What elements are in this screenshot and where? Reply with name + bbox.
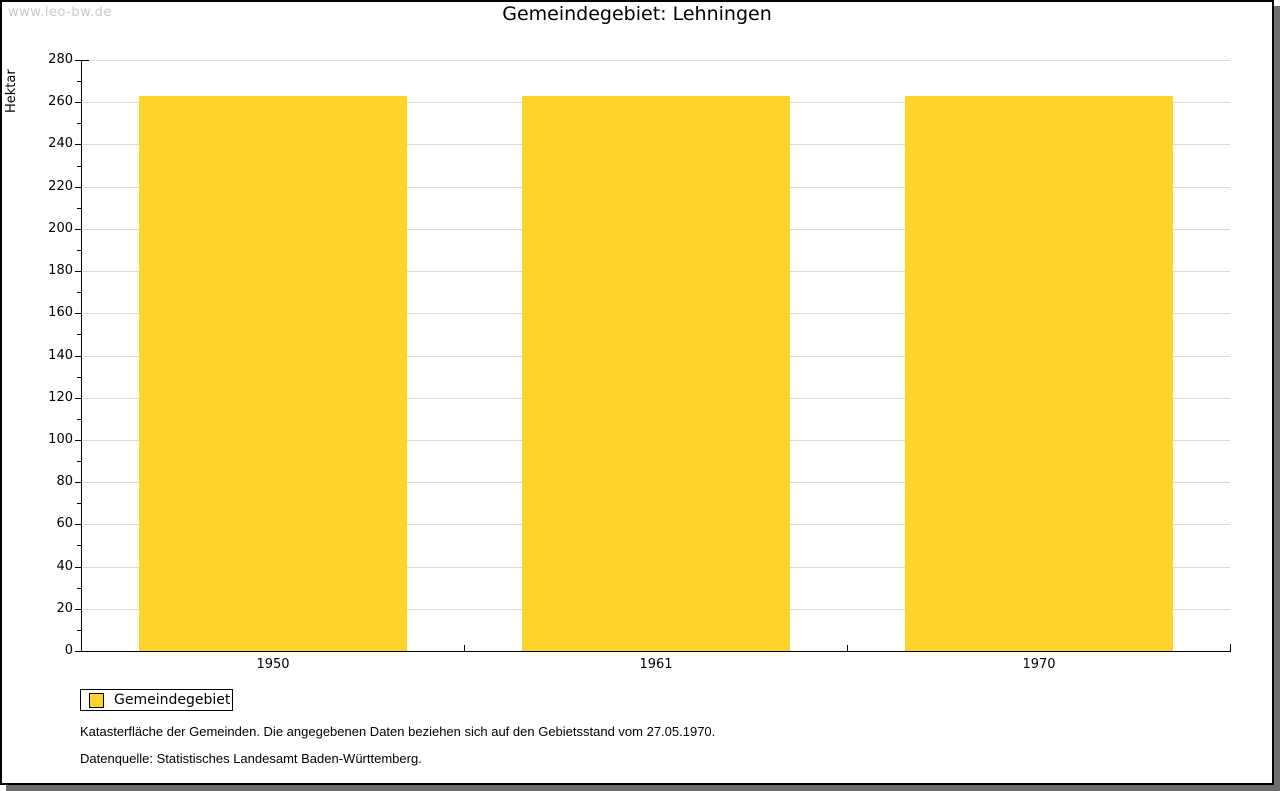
y-minor-tick (77, 630, 81, 631)
y-major-tick (75, 398, 81, 399)
y-minor-tick (77, 545, 81, 546)
gridline (81, 60, 1230, 61)
y-tick-label: 240 (48, 136, 73, 151)
y-minor-tick (77, 123, 81, 124)
y-tick-label: 260 (48, 94, 73, 109)
x-tick-label: 1970 (1022, 657, 1056, 672)
y-tick-label: 80 (56, 474, 73, 489)
x-axis-line (81, 651, 1231, 652)
bar-1950 (139, 96, 407, 651)
y-minor-tick (77, 503, 81, 504)
y-major-tick (75, 271, 81, 272)
y-major-tick (75, 313, 81, 314)
y-minor-tick (77, 166, 81, 167)
y-tick-label: 200 (48, 221, 73, 236)
y-tick-label: 20 (56, 601, 73, 616)
y-tick-label: 280 (48, 52, 73, 67)
y-minor-tick (77, 377, 81, 378)
category-divider-tick (464, 645, 465, 651)
footnote-datenquelle: Datenquelle: Statistisches Landesamt Bad… (80, 751, 422, 766)
y-tick-label: 160 (48, 305, 73, 320)
y-minor-tick (77, 461, 81, 462)
x-axis-end-cap (1230, 644, 1231, 652)
y-minor-tick (77, 250, 81, 251)
y-minor-tick (77, 81, 81, 82)
y-minor-tick (77, 588, 81, 589)
y-tick-label: 140 (48, 348, 73, 363)
y-major-tick (75, 229, 81, 230)
y-tick-label: 60 (56, 516, 73, 531)
bar-1961 (522, 96, 790, 651)
y-major-tick (75, 144, 81, 145)
y-minor-tick (77, 292, 81, 293)
y-major-tick (75, 609, 81, 610)
x-tick-label: 1961 (639, 657, 673, 672)
y-minor-tick (77, 419, 81, 420)
chart-title: Gemeindegebiet: Lehningen (502, 3, 772, 25)
watermark: www.leo-bw.de (8, 5, 112, 20)
y-major-tick (75, 356, 81, 357)
y-tick-label: 40 (56, 559, 73, 574)
footnote-gebietsstand: Katasterfläche der Gemeinden. Die angege… (80, 724, 716, 739)
y-major-tick (75, 567, 81, 568)
y-axis-line (81, 60, 82, 652)
plot-area: 0 20 40 60 80 100 120 140 160 180 200 220 240 260 280 1… (2, 2, 1272, 783)
y-tick-label: 120 (48, 390, 73, 405)
y-major-tick (75, 440, 81, 441)
y-major-tick (75, 60, 81, 61)
category-divider-tick (847, 645, 848, 651)
y-major-tick (75, 187, 81, 188)
y-tick-label: 0 (64, 643, 73, 658)
x-tick-label: 1950 (256, 657, 290, 672)
y-tick-label: 220 (48, 179, 73, 194)
y-major-tick (75, 651, 81, 652)
y-major-tick (75, 524, 81, 525)
y-major-tick (75, 102, 81, 103)
bar-1970 (905, 96, 1173, 651)
y-axis-end-cap (81, 60, 89, 61)
y-tick-label: 180 (48, 263, 73, 278)
y-minor-tick (77, 334, 81, 335)
y-tick-label: 100 (48, 432, 73, 447)
y-major-tick (75, 482, 81, 483)
legend: Gemeindegebiet (80, 689, 233, 711)
legend-swatch (89, 692, 104, 708)
y-minor-tick (77, 208, 81, 209)
legend-label: Gemeindegebiet (114, 692, 231, 708)
